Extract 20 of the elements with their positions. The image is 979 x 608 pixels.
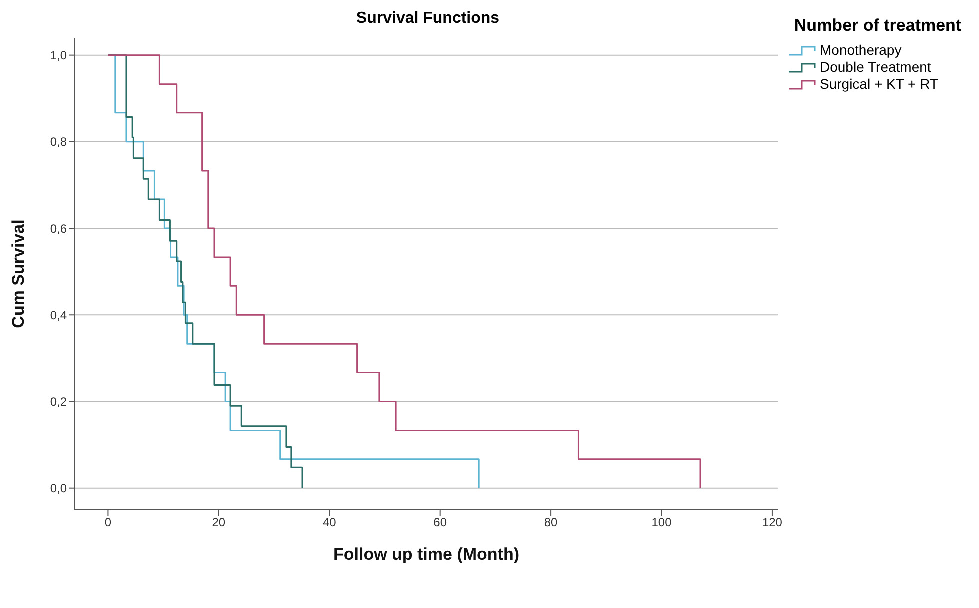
- x-tick-label: 100: [652, 516, 672, 530]
- x-tick-label: 120: [762, 516, 783, 530]
- chart-title: Survival Functions: [356, 10, 500, 27]
- x-tick-label: 0: [104, 516, 112, 530]
- y-tick-label: 1,0: [50, 48, 68, 63]
- y-tick-label: 0,0: [50, 482, 68, 496]
- x-axis-title: Follow up time (Month): [333, 545, 520, 564]
- x-tick-label: 20: [212, 516, 226, 530]
- y-axis-title: Cum Survival: [9, 220, 28, 328]
- legend-title: Number of treatment: [793, 16, 963, 36]
- legend-label: Monotherapy: [820, 42, 902, 59]
- x-tick-label: 40: [322, 516, 337, 530]
- x-tick-label: 80: [544, 516, 558, 530]
- x-tick-label: 60: [434, 516, 448, 530]
- y-tick-label: 0,8: [50, 135, 68, 150]
- y-tick-label: 0,6: [50, 222, 68, 236]
- legend-label: Double Treatment: [820, 59, 932, 76]
- legend-label: Surgical + KT + RT: [820, 76, 939, 93]
- y-tick-label: 0,4: [50, 308, 68, 322]
- y-tick-label: 0,2: [50, 395, 68, 410]
